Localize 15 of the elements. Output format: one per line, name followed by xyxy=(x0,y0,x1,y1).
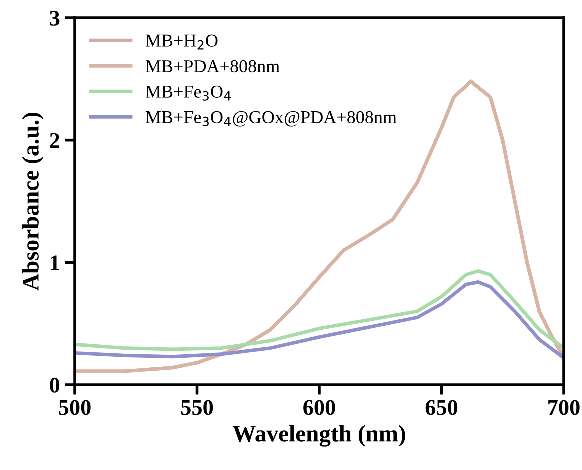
legend-label: MB+Fe$_{3}$O$_{4}$ xyxy=(146,86,232,101)
y-tick-label: 1 xyxy=(51,256,60,270)
legend-label: MB+Fe$_{3}$O$_{4}$@GOx@PDA+808nm xyxy=(146,111,397,127)
x-tick-label: 600 xyxy=(304,400,336,416)
x-tick-label: 500 xyxy=(59,400,91,416)
legend-label: MB+PDA+808nm xyxy=(146,60,280,73)
x-axis-title: Wavelength (nm) xyxy=(232,425,406,447)
x-tick-label: 700 xyxy=(548,400,580,416)
y-axis-title: Absorbance (a.u.) xyxy=(22,113,44,291)
y-tick-label: 0 xyxy=(50,378,60,393)
y-tick-label: 3 xyxy=(50,10,60,26)
y-tick-label: 2 xyxy=(50,133,60,148)
x-tick-label: 650 xyxy=(426,400,458,416)
x-tick-label: 550 xyxy=(181,400,214,416)
legend-label: MB+H$_{2}$O xyxy=(146,34,218,50)
